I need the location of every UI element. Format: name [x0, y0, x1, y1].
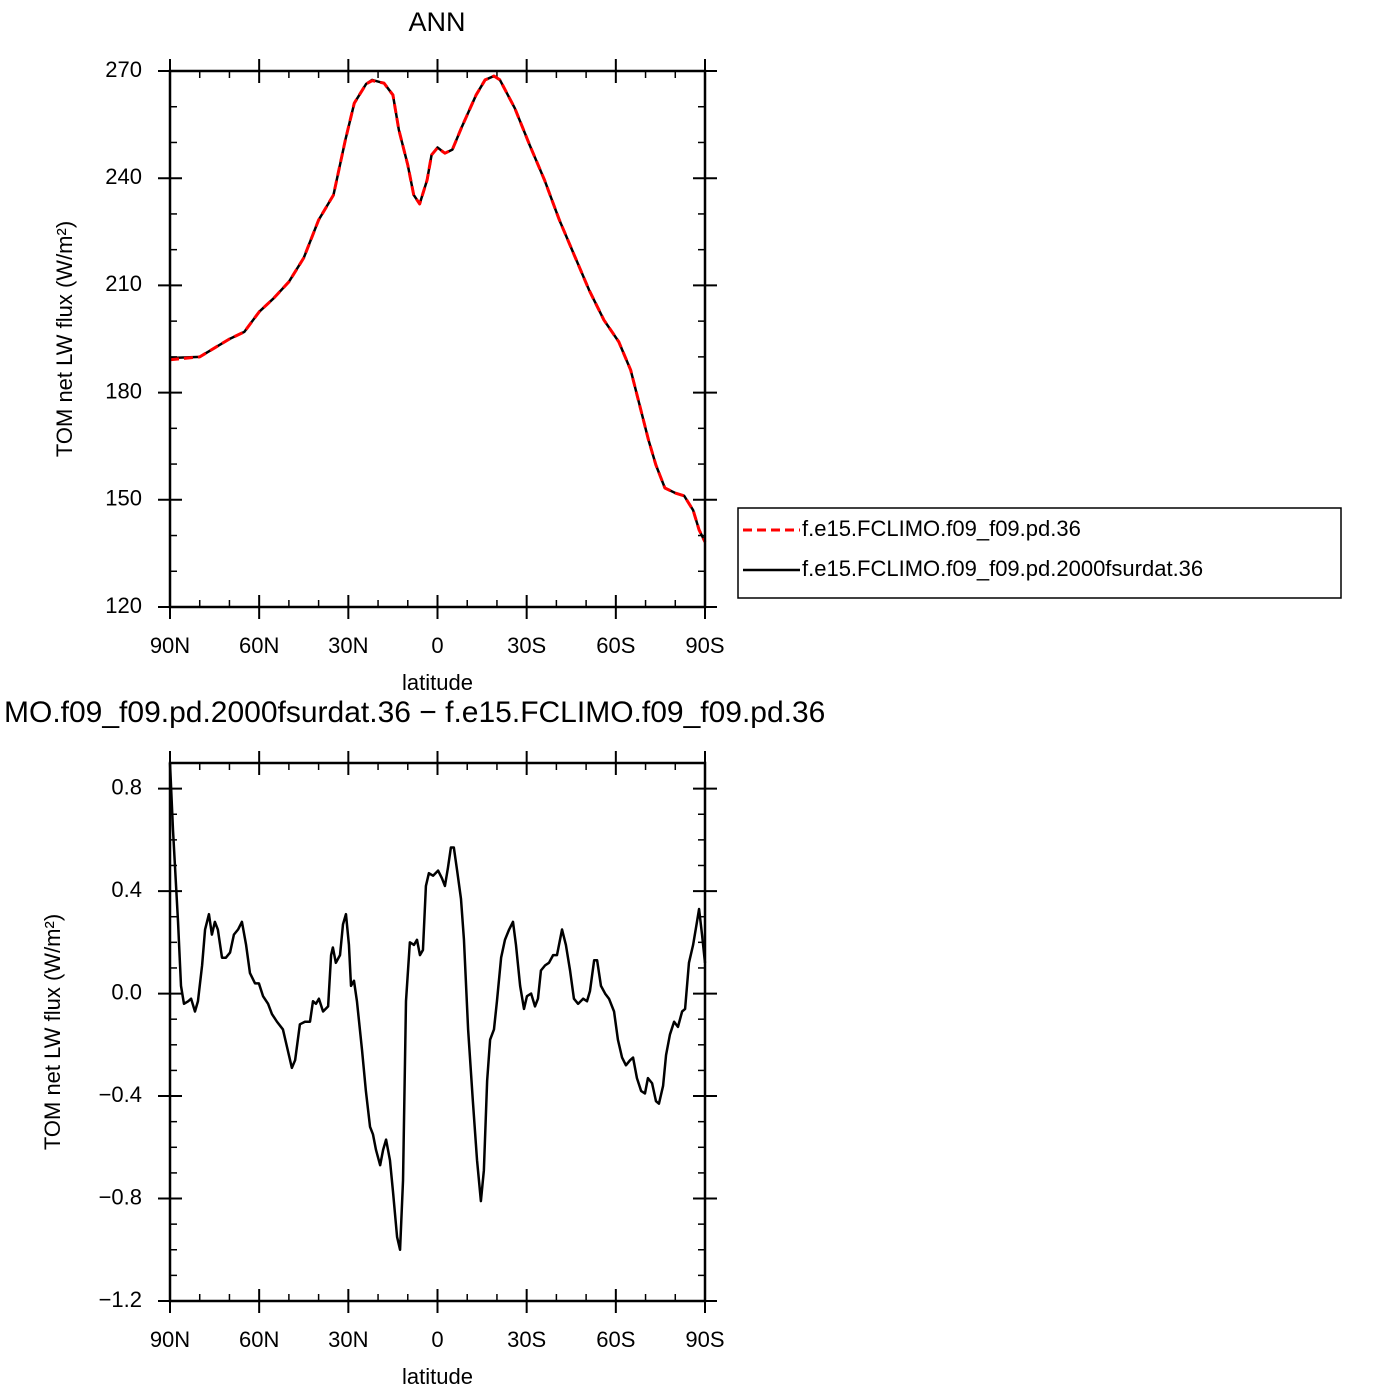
x-tick-label: 90N — [150, 1327, 190, 1352]
legend-label: f.e15.FCLIMO.f09_f09.pd.2000fsurdat.36 — [802, 556, 1203, 581]
y-tick-label: 150 — [105, 486, 142, 511]
legend-box — [737, 507, 1342, 599]
x-tick-label: 60S — [596, 633, 635, 658]
y-tick-label: 120 — [105, 593, 142, 618]
y-axis-label: TOM net LW flux (W/m²) — [40, 914, 65, 1150]
y-tick-label: 0.8 — [111, 774, 142, 799]
x-tick-label: 60N — [239, 1327, 279, 1352]
chart-title: MO.f09_f09.pd.2000fsurdat.36 − f.e15.FCL… — [4, 696, 825, 729]
y-tick-label: −0.8 — [99, 1184, 142, 1209]
x-tick-label: 90N — [150, 633, 190, 658]
y-tick-label: 0.0 — [111, 979, 142, 1004]
x-axis-label: latitude — [402, 1364, 473, 1389]
x-tick-label: 90S — [685, 1327, 724, 1352]
series-line — [169, 74, 707, 543]
x-axis-label: latitude — [402, 670, 473, 695]
x-tick-label: 60N — [239, 633, 279, 658]
x-tick-label: 0 — [431, 633, 443, 658]
y-tick-label: 240 — [105, 164, 142, 189]
y-tick-label: 270 — [105, 57, 142, 82]
y-tick-label: −1.2 — [99, 1287, 142, 1312]
y-tick-label: −0.4 — [99, 1082, 142, 1107]
x-tick-label: 90S — [685, 633, 724, 658]
x-tick-label: 30N — [328, 1327, 368, 1352]
legend: f.e15.FCLIMO.f09_f09.pd.36 f.e15.FCLIMO.f… — [737, 507, 1342, 599]
y-tick-label: 210 — [105, 271, 142, 296]
chart-title: ANN — [408, 7, 465, 37]
plot-frame — [168, 69, 707, 609]
x-tick-label: 30S — [507, 633, 546, 658]
x-tick-label: 30S — [507, 1327, 546, 1352]
series-line — [168, 762, 707, 1252]
plot-frame — [168, 761, 707, 1303]
y-tick-label: 0.4 — [111, 877, 142, 902]
y-tick-label: 180 — [105, 378, 142, 403]
x-tick-label: 30N — [328, 633, 368, 658]
x-tick-label: 60S — [596, 1327, 635, 1352]
y-axis-label: TOM net LW flux (W/m²) — [52, 221, 77, 457]
legend-label: f.e15.FCLIMO.f09_f09.pd.36 — [802, 516, 1081, 541]
series-line — [169, 74, 707, 543]
x-tick-label: 0 — [431, 1327, 443, 1352]
